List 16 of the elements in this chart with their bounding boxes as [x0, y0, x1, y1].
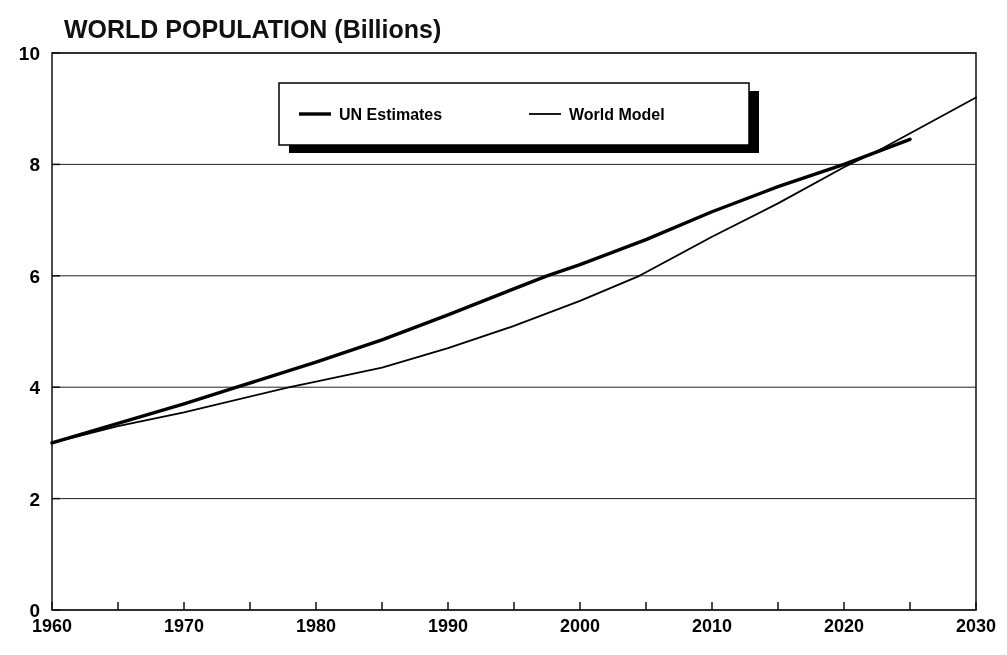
- x-tick-label: 2030: [955, 616, 997, 636]
- legend-label: UN Estimates: [339, 106, 443, 123]
- x-tick-label: 1980: [295, 616, 337, 636]
- chart-title: WORLD POPULATION (Billions): [64, 15, 442, 43]
- y-tick-label: 2: [29, 488, 40, 510]
- x-tick-label: 2010: [691, 616, 733, 636]
- x-tick-label: 1990: [427, 616, 469, 636]
- x-tick-label: 2020: [823, 616, 865, 636]
- x-tick-label: 1970: [163, 616, 205, 636]
- y-tick-label: 4: [29, 377, 41, 399]
- y-tick-label: 10: [18, 43, 40, 64]
- x-tick-label: 1960: [31, 616, 73, 636]
- y-tick-label: 6: [29, 265, 40, 287]
- x-tick-label: 2000: [559, 616, 601, 636]
- y-tick-label: 8: [29, 154, 40, 176]
- legend-label: World Model: [569, 106, 665, 123]
